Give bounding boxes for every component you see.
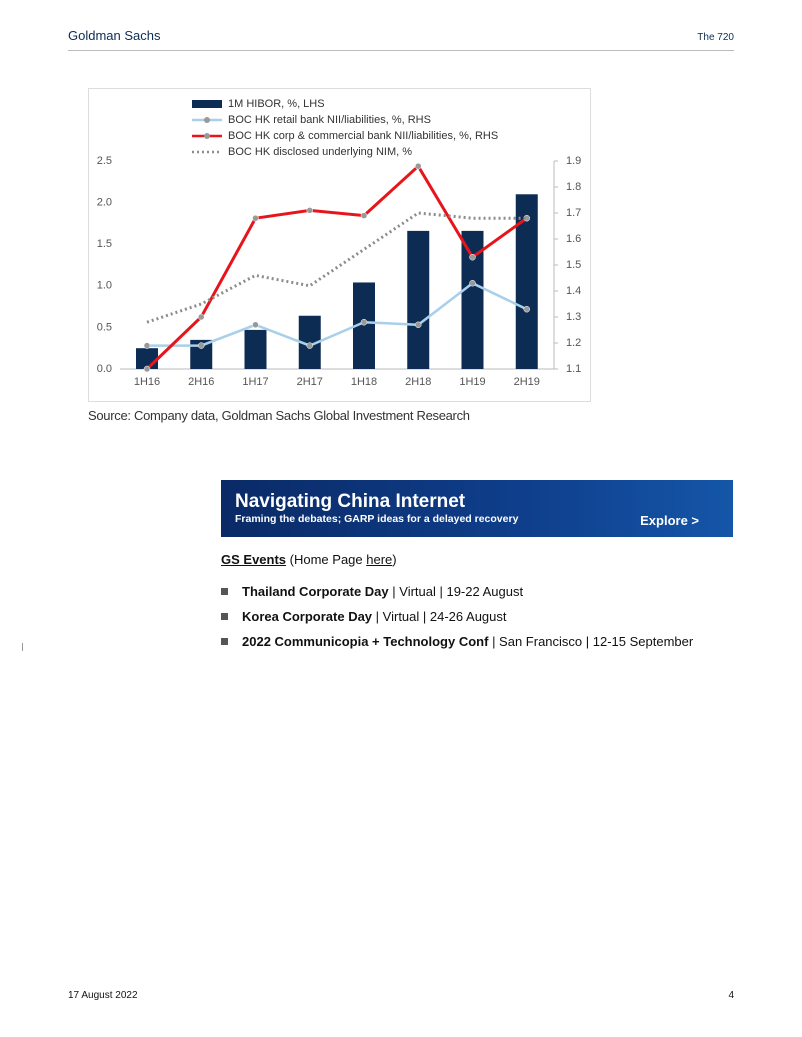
- footer-date: 17 August 2022: [68, 990, 138, 1001]
- bar: [461, 230, 484, 369]
- event-name: Thailand Corporate Day: [242, 584, 389, 599]
- bar: [407, 230, 430, 369]
- legend-marker: [204, 133, 210, 139]
- x-tick-label: 2H19: [514, 376, 540, 388]
- legend-label: BOC HK disclosed underlying NIM, %: [228, 146, 412, 158]
- y2-tick-label: 1.7: [566, 207, 581, 219]
- chart: 0.0 0.5 1.0 1.5 2.0 2.5 1.1 1.2 1.3 1.4 1.5 1.6 1.7 1…: [97, 98, 582, 388]
- x-tick-label: 1H16: [134, 376, 160, 388]
- marker: [252, 321, 259, 329]
- events-heading: GS Events (Home Page here): [221, 552, 397, 567]
- marker: [360, 318, 368, 326]
- marker: [415, 321, 422, 329]
- marker: [306, 207, 313, 214]
- marker: [415, 162, 422, 170]
- banner-title: Navigating China Internet: [235, 491, 466, 512]
- home-suffix: ): [392, 552, 397, 567]
- home-prefix: (Home Page: [289, 552, 367, 567]
- y-tick-label: 1.0: [97, 280, 112, 292]
- y2-tick-label: 1.6: [566, 233, 581, 245]
- legend-swatch: [192, 100, 222, 108]
- events-title[interactable]: GS Events: [221, 552, 287, 567]
- publication: The 720: [697, 32, 734, 43]
- header-rule: [68, 50, 734, 51]
- home-link[interactable]: here: [366, 552, 393, 567]
- banner-subtitle: Framing the debates; GARP ideas for a de…: [235, 513, 519, 525]
- x-tick-label: 1H18: [351, 376, 377, 388]
- x-tick-label: 1H17: [242, 376, 268, 388]
- bullet: [221, 638, 228, 645]
- legend-label: BOC HK corp & commercial bank NII/liabil…: [228, 130, 498, 142]
- marker: [469, 279, 476, 287]
- marker: [306, 342, 313, 349]
- x-tick-label: 2H17: [297, 376, 323, 388]
- marker: [198, 342, 205, 349]
- line: [146, 211, 527, 324]
- y2-tick-label: 1.4: [566, 285, 581, 297]
- marker: [360, 212, 368, 219]
- y-tick-label: 0.5: [97, 321, 112, 333]
- x-tick-label: 2H18: [405, 376, 431, 388]
- bullet: [221, 588, 228, 595]
- event-item: 2022 Communicopia + Technology Conf | Sa…: [221, 634, 693, 649]
- y2-tick-label: 1.2: [566, 337, 581, 349]
- y2-tick-label: 1.8: [566, 181, 581, 193]
- banner-cta[interactable]: Explore >: [640, 513, 699, 528]
- bar: [244, 329, 267, 369]
- x-tick-label: 2H16: [188, 376, 214, 388]
- y2-tick-label: 1.1: [566, 363, 581, 375]
- event-item: Korea Corporate Day | Virtual | 24-26 Au…: [221, 609, 507, 624]
- y-tick-label: 2.5: [97, 155, 112, 167]
- bullet: [221, 613, 228, 620]
- event-name: Korea Corporate Day: [242, 609, 373, 624]
- bar: [353, 282, 375, 369]
- bar: [190, 339, 213, 369]
- marker: [143, 365, 151, 373]
- event-item: Thailand Corporate Day | Virtual | 19-22…: [221, 584, 523, 599]
- event-details: | San Francisco | 12-15 September: [492, 634, 694, 649]
- legend-marker: [204, 117, 210, 123]
- event-name: 2022 Communicopia + Technology Conf: [242, 634, 489, 649]
- footer-page: 4: [728, 990, 734, 1001]
- source: Source: Company data, Goldman Sachs Glob…: [88, 408, 470, 423]
- margin-mark: [22, 643, 23, 651]
- y-tick-label: 1.5: [97, 238, 112, 250]
- y2-tick-label: 1.5: [566, 259, 581, 271]
- y-tick-label: 2.0: [97, 197, 112, 209]
- event-details: | Virtual | 24-26 August: [375, 609, 507, 624]
- y2-tick-label: 1.9: [566, 155, 581, 167]
- marker: [143, 342, 151, 349]
- y2-tick-label: 1.3: [566, 311, 581, 323]
- legend-label: 1M HIBOR, %, LHS: [228, 98, 325, 110]
- x-tick-label: 1H19: [459, 376, 485, 388]
- marker: [198, 313, 205, 321]
- brand: Goldman Sachs: [68, 28, 161, 43]
- bar: [515, 194, 538, 369]
- chart-frame: [88, 88, 591, 402]
- line: [147, 281, 528, 347]
- marker: [469, 253, 476, 261]
- event-details: | Virtual | 19-22 August: [392, 584, 524, 599]
- legend-label: BOC HK retail bank NII/liabilities, %, R…: [228, 114, 431, 126]
- marker: [523, 305, 530, 313]
- y-tick-label: 0.0: [97, 363, 112, 375]
- marker: [252, 214, 259, 222]
- banner[interactable]: Navigating China Internet Framing the de…: [221, 480, 733, 537]
